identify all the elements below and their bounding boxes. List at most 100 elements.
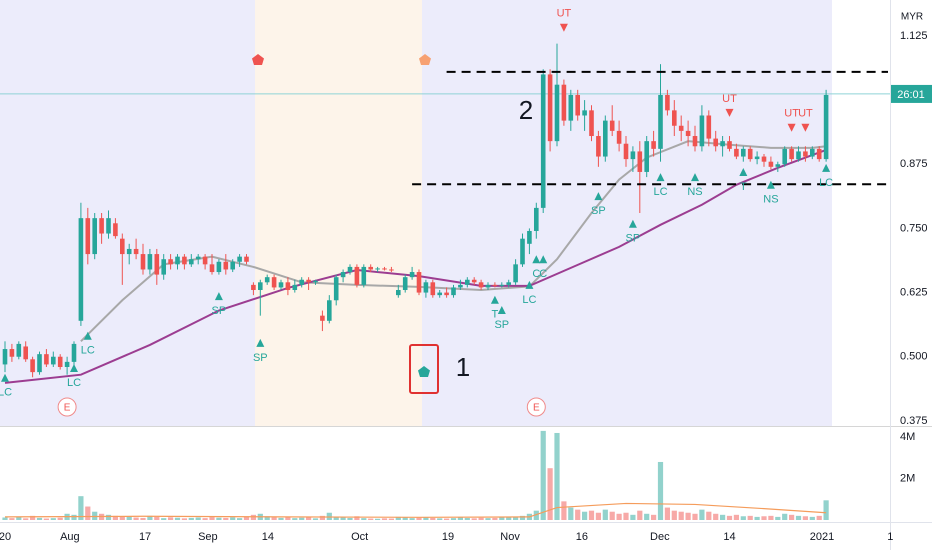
volume-bar: [747, 515, 753, 520]
volume-bar: [347, 517, 353, 520]
candle-body: [568, 94, 574, 121]
candle-body: [340, 272, 346, 278]
pentagon-marker: [252, 54, 264, 65]
candle-body: [644, 141, 650, 172]
candle-body: [71, 343, 77, 362]
volume-bar: [140, 517, 146, 520]
candle-body: [126, 248, 132, 255]
signal-label: LC: [522, 294, 536, 306]
signal-arrow-down: [787, 123, 796, 132]
volume-bar: [630, 514, 636, 520]
signal-label: NS: [763, 194, 778, 206]
candle-body: [202, 256, 208, 265]
signal-arrow-up: [525, 280, 534, 289]
candle-body: [540, 74, 546, 208]
volume-bar: [36, 517, 43, 520]
candle-body: [623, 143, 629, 160]
volume-bar: [361, 518, 367, 520]
candle-body: [803, 151, 808, 157]
candle-body: [223, 261, 229, 270]
candle-body: [264, 277, 270, 283]
pentagon-marker: [418, 366, 430, 377]
candle-body: [692, 136, 698, 147]
candle-body: [175, 256, 180, 265]
candle-body: [99, 218, 104, 234]
volume-bar: [430, 517, 436, 520]
signal-label: LC: [81, 345, 95, 357]
candle-body: [23, 346, 29, 360]
volume-bar: [154, 516, 160, 520]
volume-bar: [306, 517, 312, 520]
candle-body: [409, 272, 415, 278]
volume-bar: [699, 509, 705, 520]
candle-body: [747, 148, 753, 160]
y-tick-label: 0.875: [900, 158, 928, 170]
candle-body: [499, 284, 505, 286]
candle-body: [51, 356, 56, 365]
candle-body: [485, 284, 491, 288]
candle-body: [596, 136, 601, 157]
volume-bar: [733, 514, 740, 520]
volume-bar: [644, 513, 650, 520]
candle-body: [16, 343, 22, 357]
volume-bar: [250, 514, 257, 520]
volume-bar: [740, 516, 746, 520]
x-tick-label: 2021: [810, 531, 834, 543]
volume-bar: [802, 516, 809, 520]
volume-bar: [292, 518, 298, 520]
volume-bar: [478, 517, 484, 520]
currency-label: MYR: [901, 12, 923, 23]
candle-body: [534, 207, 539, 231]
candle-body: [285, 282, 291, 291]
candle-body: [361, 266, 367, 285]
candle-body: [768, 161, 774, 167]
volume-bar: [168, 517, 174, 520]
signal-arrow-up: [539, 255, 548, 264]
candle-body: [195, 256, 201, 260]
candle-body: [471, 279, 477, 283]
candle-body: [678, 125, 684, 131]
volume-bar: [609, 511, 615, 520]
signal-label: SP: [626, 233, 641, 245]
volume-bar: [499, 517, 505, 520]
volume-bar: [209, 517, 215, 520]
volume-bar: [616, 513, 622, 520]
candle-body: [796, 151, 801, 160]
volume-bar: [575, 509, 581, 520]
last-price-label: 26:01: [897, 89, 925, 101]
candle-body: [113, 223, 118, 237]
earnings-marker: [526, 397, 546, 417]
volume-bar: [133, 517, 139, 520]
volume-bar: [506, 517, 512, 520]
candle-body: [44, 354, 49, 365]
volume-bar: [340, 517, 346, 520]
y-tick-label: 0.375: [900, 415, 928, 427]
candle-body: [685, 130, 691, 137]
candle-body: [575, 94, 581, 116]
last-price-box: [891, 84, 932, 103]
volume-bar: [78, 496, 84, 520]
x-tick-label: Aug: [60, 531, 80, 543]
x-tick-label: 14: [723, 531, 735, 543]
signal-arrow-up: [497, 306, 506, 315]
candle-body: [120, 238, 125, 255]
volume-bar: [195, 517, 201, 520]
volume-bar: [57, 517, 63, 520]
volume-bar: [602, 509, 608, 520]
volume-bar: [2, 517, 8, 520]
signal-label: LC: [67, 377, 81, 389]
candle-body: [216, 261, 222, 273]
volume-bar: [471, 518, 477, 520]
signal-label: SP: [591, 205, 606, 217]
candle-body: [244, 256, 249, 262]
signal-label: SP: [212, 305, 227, 317]
x-tick-label: Oct: [351, 531, 368, 543]
candle-body: [582, 110, 587, 116]
volume-bar: [533, 510, 539, 520]
candle-body: [458, 284, 463, 288]
signal-label: NS: [687, 186, 702, 198]
x-tick-label: 1: [887, 531, 893, 543]
signal-arrow-up: [739, 167, 748, 176]
highlight-box: [409, 344, 439, 394]
candle-body: [754, 156, 760, 160]
